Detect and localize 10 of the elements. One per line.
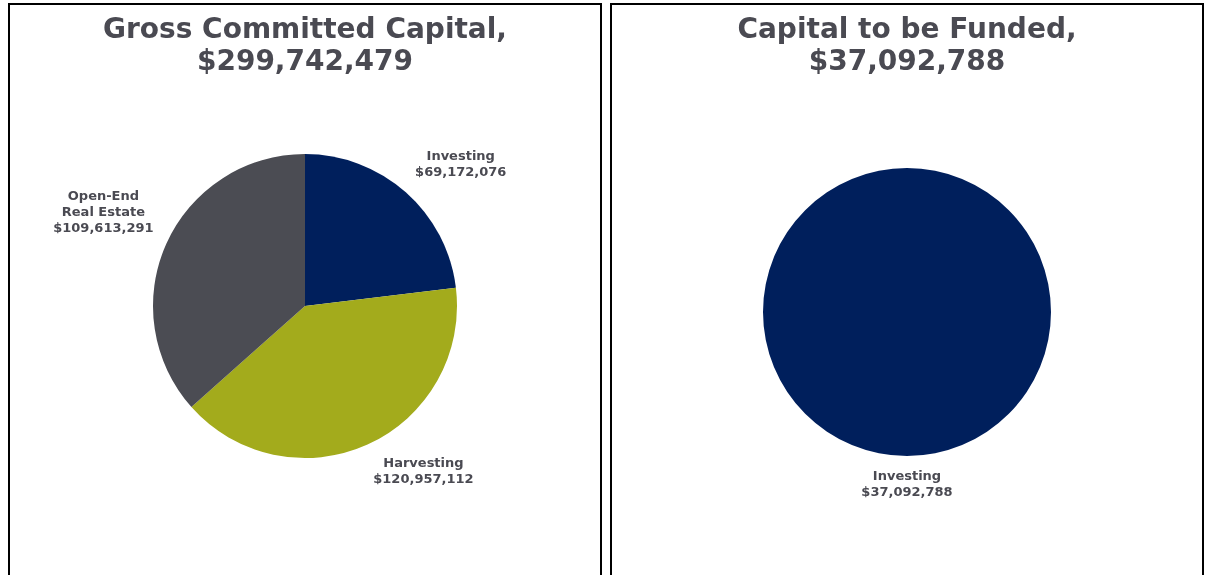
chart-title: Gross Committed Capital, $299,742,479	[102, 12, 508, 77]
data-label: $69,172,076	[415, 163, 507, 179]
data-label: $109,613,291	[53, 219, 154, 235]
slice-label: Open-End Real Estate	[61, 187, 146, 219]
slice-label: Investing	[426, 147, 495, 163]
data-label: $37,092,788	[861, 483, 953, 499]
chart-title: Capital to be Funded, $37,092,788	[736, 12, 1078, 77]
slice-label: Harvesting	[383, 455, 464, 471]
data-label: $120,957,112	[373, 471, 474, 487]
slice-label: Investing	[872, 467, 942, 483]
